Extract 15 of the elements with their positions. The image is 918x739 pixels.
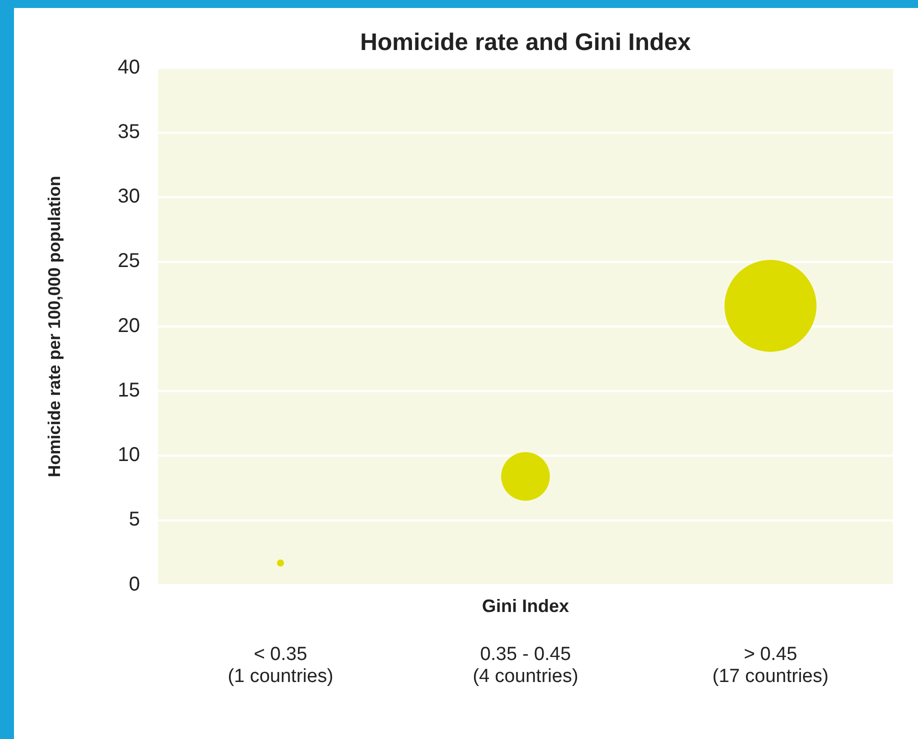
y-axis-title: Homicide rate per 100,000 population bbox=[45, 176, 64, 478]
y-tick-label: 25 bbox=[118, 250, 140, 272]
y-tick-label: 5 bbox=[128, 508, 140, 531]
y-tick-label: 30 bbox=[118, 186, 140, 208]
x-tick-label: > 0.45 (17 countries) bbox=[712, 644, 829, 687]
chart-title: Homicide rate and Gini Index bbox=[360, 29, 692, 56]
y-tick-label: 35 bbox=[118, 120, 140, 143]
y-tick-label: 10 bbox=[118, 444, 140, 466]
x-axis-title: Gini Index bbox=[482, 596, 570, 616]
x-tick-label: 0.35 - 0.45 (4 countries) bbox=[472, 644, 578, 687]
y-tick-label: 40 bbox=[118, 56, 140, 78]
y-tick-label: 0 bbox=[128, 573, 140, 596]
y-tick-label: 15 bbox=[118, 379, 140, 402]
x-tick-label: < 0.35 (1 countries) bbox=[228, 644, 334, 687]
y-tick-label: 20 bbox=[118, 314, 140, 337]
